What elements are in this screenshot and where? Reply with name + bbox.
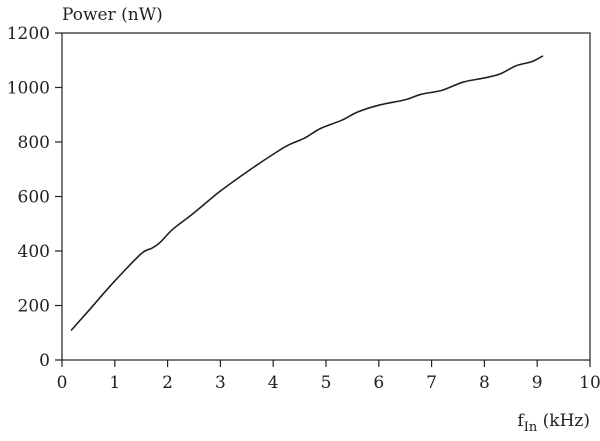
y-tick-label: 0 xyxy=(39,351,50,371)
y-tick-label: 600 xyxy=(18,188,50,208)
x-axis-label-base: f xyxy=(517,411,525,431)
x-tick-label: 7 xyxy=(426,373,437,393)
x-axis-label-subscript: In xyxy=(524,420,538,435)
y-tick-label: 200 xyxy=(18,297,50,317)
y-tick-label: 400 xyxy=(18,242,50,262)
x-axis-label: fIn (kHz) xyxy=(517,411,590,435)
power-series-line xyxy=(70,55,544,331)
x-tick-label: 6 xyxy=(373,373,384,393)
x-tick-label: 5 xyxy=(321,373,332,393)
y-axis-ticks: 0 200 400 600 800 1000 1200 xyxy=(7,24,62,371)
x-tick-label: 4 xyxy=(268,373,279,393)
plot-frame xyxy=(61,32,591,361)
x-tick-label: 1 xyxy=(109,373,120,393)
x-tick-label: 2 xyxy=(162,373,173,393)
x-axis-label-unit: (kHz) xyxy=(537,411,590,431)
y-axis-label: Power (nW) xyxy=(62,5,163,25)
series-layer xyxy=(70,55,544,331)
x-tick-label: 9 xyxy=(532,373,543,393)
x-tick-label: 0 xyxy=(57,373,68,393)
x-tick-label: 10 xyxy=(579,373,600,393)
y-tick-label: 1200 xyxy=(7,24,50,44)
x-tick-label: 3 xyxy=(215,373,226,393)
y-axis-title: Power (nW) xyxy=(62,5,163,25)
x-axis-ticks: 0 1 2 3 4 5 6 7 8 9 10 xyxy=(57,360,600,393)
x-tick-label: 8 xyxy=(479,373,490,393)
y-tick-label: 800 xyxy=(18,133,50,153)
y-tick-label: 1000 xyxy=(7,79,50,99)
